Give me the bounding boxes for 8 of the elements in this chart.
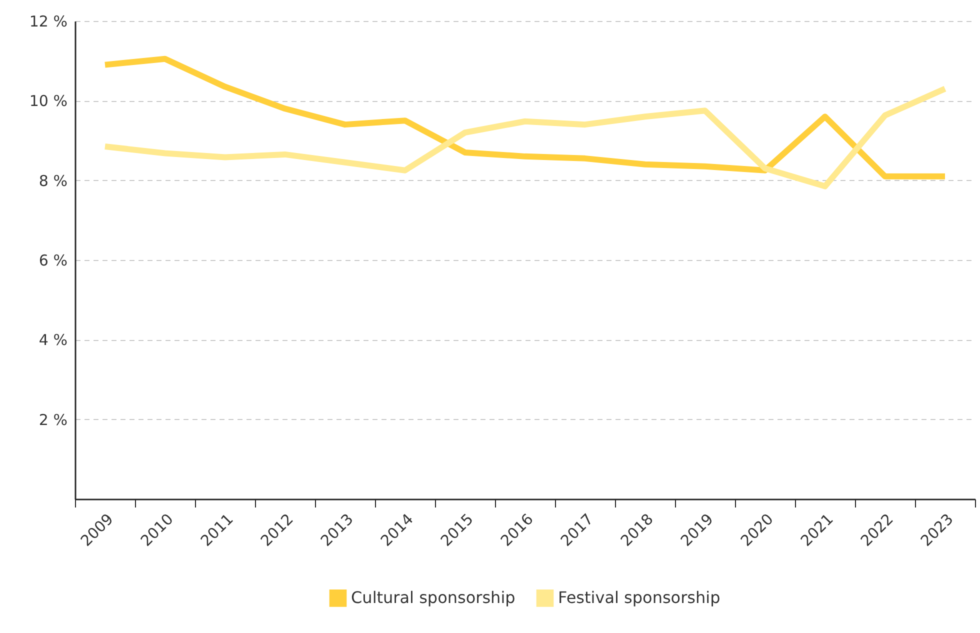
y-tick-label: 10 % xyxy=(29,92,68,110)
y-tick-label: 2 % xyxy=(38,410,68,429)
legend-label: Cultural sponsorship xyxy=(351,588,516,608)
legend-label: Festival sponsorship xyxy=(558,588,720,608)
y-tick-label: 4 % xyxy=(38,331,68,350)
y-tick-label: 8 % xyxy=(38,172,68,190)
y-tick-label: 6 % xyxy=(38,252,68,270)
y-tick-label: 12 % xyxy=(29,12,68,30)
